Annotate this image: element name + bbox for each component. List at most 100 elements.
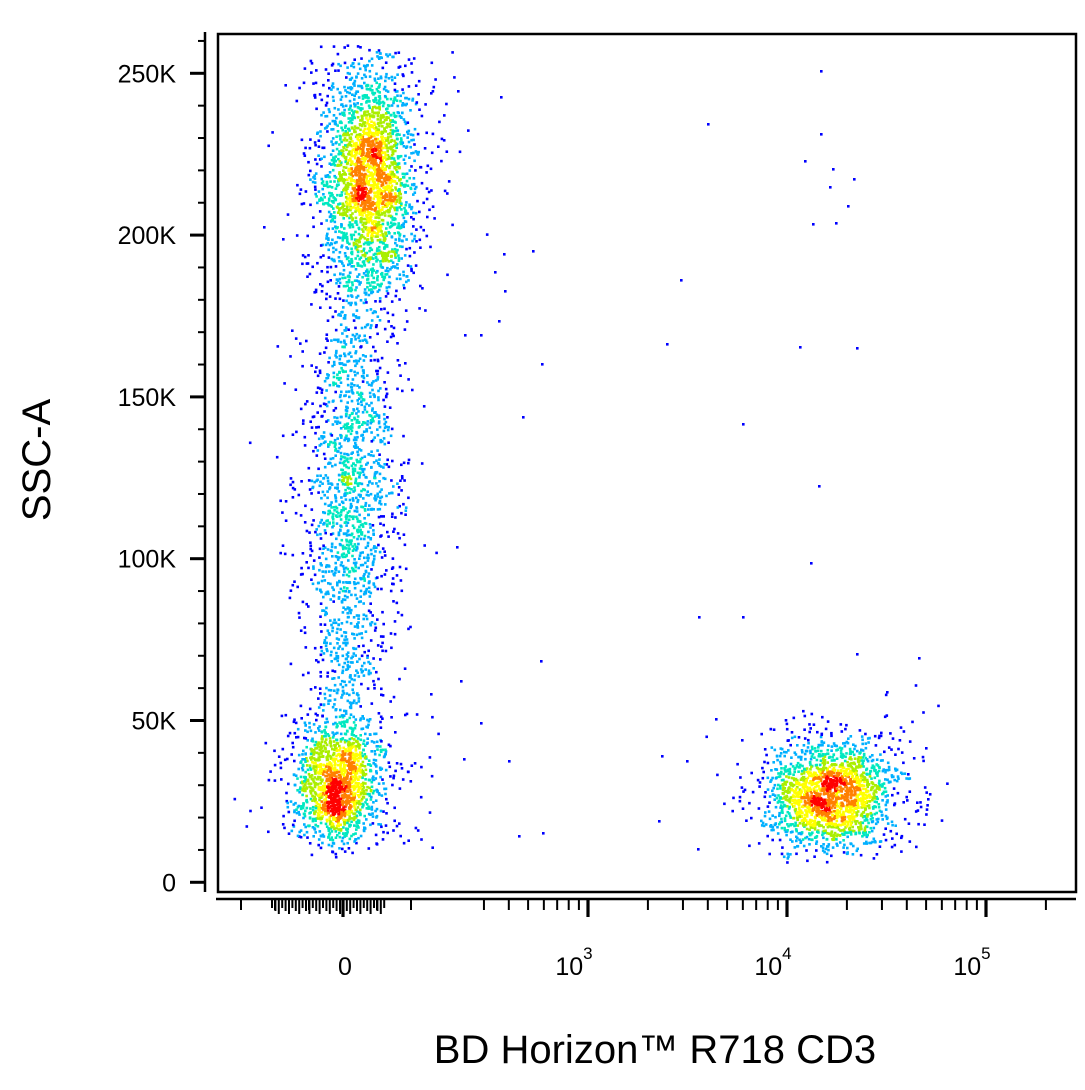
event-dot bbox=[342, 154, 346, 158]
event-dot bbox=[339, 683, 342, 686]
event-dot bbox=[349, 86, 352, 89]
event-dot bbox=[360, 489, 363, 493]
event-dot bbox=[351, 683, 355, 687]
event-dot bbox=[366, 656, 369, 659]
event-dot bbox=[344, 131, 348, 135]
event-dot bbox=[360, 326, 364, 330]
event-dot bbox=[356, 102, 359, 105]
event-dot bbox=[330, 501, 333, 504]
event-dot bbox=[341, 332, 344, 335]
event-dot bbox=[411, 99, 414, 102]
event-dot bbox=[288, 731, 292, 735]
event-dot bbox=[344, 414, 348, 418]
event-dot bbox=[327, 582, 330, 585]
event-dot bbox=[372, 582, 375, 585]
event-dot bbox=[347, 127, 351, 131]
event-dot bbox=[358, 460, 362, 464]
event-dot bbox=[324, 610, 328, 614]
event-dot bbox=[333, 698, 337, 701]
event-dot bbox=[376, 184, 379, 188]
event-dot bbox=[367, 494, 370, 497]
event-dot bbox=[351, 218, 354, 222]
event-dot bbox=[386, 139, 390, 142]
event-dot bbox=[364, 75, 368, 79]
event-dot bbox=[336, 753, 340, 756]
event-dot bbox=[335, 205, 339, 209]
event-dot bbox=[317, 581, 320, 585]
event-dot bbox=[396, 387, 399, 391]
event-dot bbox=[324, 613, 327, 617]
event-dot bbox=[396, 532, 400, 535]
event-dot bbox=[356, 692, 359, 695]
event-dot bbox=[364, 501, 368, 505]
event-dot bbox=[386, 184, 389, 188]
event-dot bbox=[383, 205, 387, 208]
event-dot bbox=[340, 231, 343, 234]
event-dot bbox=[377, 207, 381, 210]
event-dot bbox=[410, 183, 414, 186]
event-dot bbox=[346, 666, 350, 669]
event-dot bbox=[319, 521, 322, 524]
event-dot bbox=[367, 805, 370, 809]
event-dot bbox=[330, 506, 333, 509]
event-dot bbox=[335, 691, 339, 695]
event-dot bbox=[376, 186, 379, 190]
event-dot bbox=[296, 777, 299, 780]
event-dot bbox=[330, 339, 333, 342]
event-dot bbox=[321, 778, 324, 782]
event-dot bbox=[343, 661, 346, 665]
event-dot bbox=[345, 492, 349, 495]
event-dot bbox=[346, 777, 349, 780]
event-dot bbox=[416, 153, 420, 156]
event-dot bbox=[343, 108, 346, 112]
event-dot bbox=[344, 657, 348, 661]
event-dot bbox=[358, 150, 362, 153]
event-dot bbox=[376, 235, 379, 238]
event-dot bbox=[351, 391, 354, 394]
event-dot bbox=[394, 188, 398, 191]
event-dot bbox=[300, 766, 304, 770]
event-dot bbox=[316, 533, 319, 537]
event-dot bbox=[380, 587, 383, 591]
event-dot bbox=[364, 298, 367, 301]
event-dot bbox=[379, 225, 383, 228]
event-dot bbox=[352, 701, 355, 705]
event-dot bbox=[346, 294, 350, 298]
event-dot bbox=[385, 797, 388, 801]
event-dot bbox=[381, 151, 384, 155]
event-dot bbox=[366, 556, 369, 559]
event-dot bbox=[356, 547, 359, 550]
event-dot bbox=[352, 112, 355, 115]
event-dot bbox=[334, 708, 337, 712]
event-dot bbox=[391, 151, 394, 154]
event-dot bbox=[353, 582, 356, 586]
event-dot bbox=[375, 770, 378, 773]
event-dot bbox=[349, 703, 353, 707]
event-dot bbox=[366, 110, 370, 113]
event-dot bbox=[341, 501, 345, 505]
event-dot bbox=[322, 703, 326, 707]
event-dot bbox=[312, 176, 315, 179]
event-dot bbox=[368, 207, 372, 211]
event-dot bbox=[348, 280, 351, 284]
event-dot bbox=[425, 187, 429, 190]
event-dot bbox=[378, 146, 382, 150]
event-dot bbox=[334, 855, 338, 859]
event-dot bbox=[357, 534, 361, 538]
event-dot bbox=[361, 214, 364, 217]
event-dot bbox=[273, 779, 277, 782]
event-dot bbox=[403, 328, 407, 331]
event-dot bbox=[342, 181, 346, 185]
event-dot bbox=[318, 748, 322, 752]
event-dot bbox=[292, 720, 296, 724]
event-dot bbox=[363, 572, 366, 576]
event-dot bbox=[338, 784, 342, 787]
event-dot bbox=[367, 672, 371, 675]
event-dot bbox=[367, 199, 370, 203]
event-dot bbox=[420, 181, 424, 185]
event-dot bbox=[332, 375, 336, 379]
event-dot bbox=[357, 280, 360, 283]
event-dot bbox=[309, 789, 312, 793]
event-dot bbox=[346, 187, 349, 190]
event-dot bbox=[334, 141, 338, 145]
